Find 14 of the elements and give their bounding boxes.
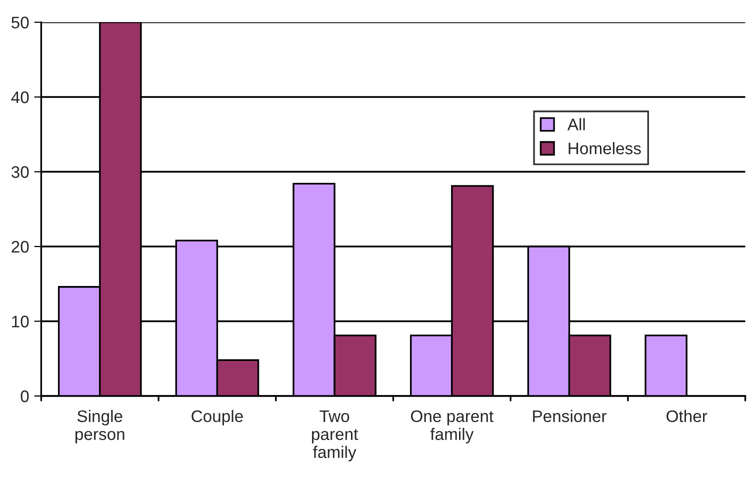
y-tick-label: 40 (11, 91, 29, 104)
x-tick-label: One parent family (410, 410, 494, 444)
x-tick-label: Other (666, 410, 708, 422)
legend-label: All (567, 118, 585, 130)
y-tick-label: 50 (12, 16, 29, 28)
y-tick-label: 10 (12, 316, 29, 328)
x-tick-label: Couple (192, 410, 243, 426)
y-tick-label: 20 (12, 240, 29, 253)
y-tick-label: 30 (11, 166, 29, 178)
y-tick-label: 0 (20, 390, 29, 402)
x-tick-label: Two parent family (312, 410, 358, 462)
x-tick-label: Pensioner (533, 410, 606, 422)
legend-label: Homeless (568, 142, 641, 154)
x-tick-label: Single person (75, 410, 124, 444)
